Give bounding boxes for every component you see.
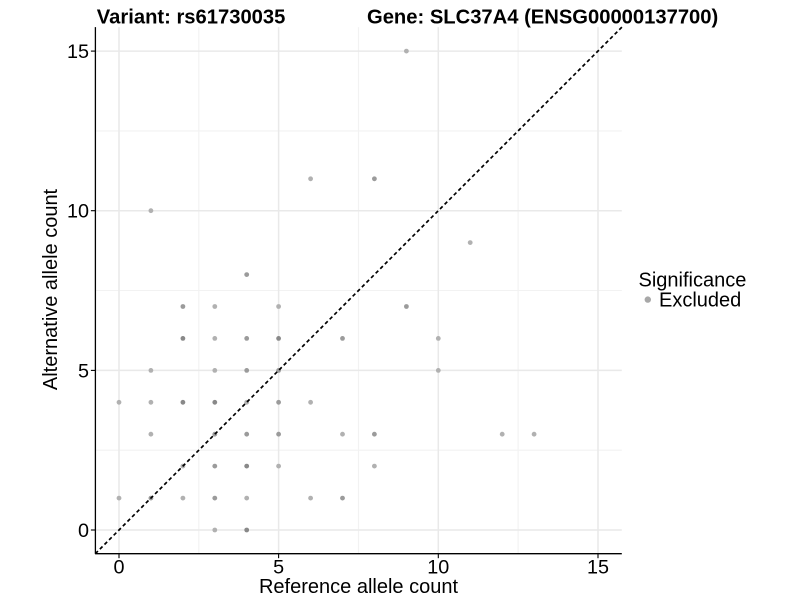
svg-text:10: 10 xyxy=(427,557,449,579)
svg-text:0: 0 xyxy=(113,557,124,579)
svg-text:15: 15 xyxy=(67,41,89,63)
svg-text:0: 0 xyxy=(78,520,89,542)
svg-text:Alternative allele count: Alternative allele count xyxy=(40,188,62,390)
svg-text:Gene: SLC37A4 (ENSG00000137700: Gene: SLC37A4 (ENSG00000137700) xyxy=(367,7,718,29)
svg-text:Variant: rs61730035: Variant: rs61730035 xyxy=(97,7,286,29)
svg-text:Reference allele count: Reference allele count xyxy=(259,576,458,598)
svg-text:5: 5 xyxy=(78,360,89,382)
svg-text:Significance: Significance xyxy=(639,270,747,292)
svg-text:Excluded: Excluded xyxy=(659,290,741,312)
svg-text:10: 10 xyxy=(67,201,89,223)
svg-text:5: 5 xyxy=(273,557,284,579)
svg-text:15: 15 xyxy=(587,557,609,579)
